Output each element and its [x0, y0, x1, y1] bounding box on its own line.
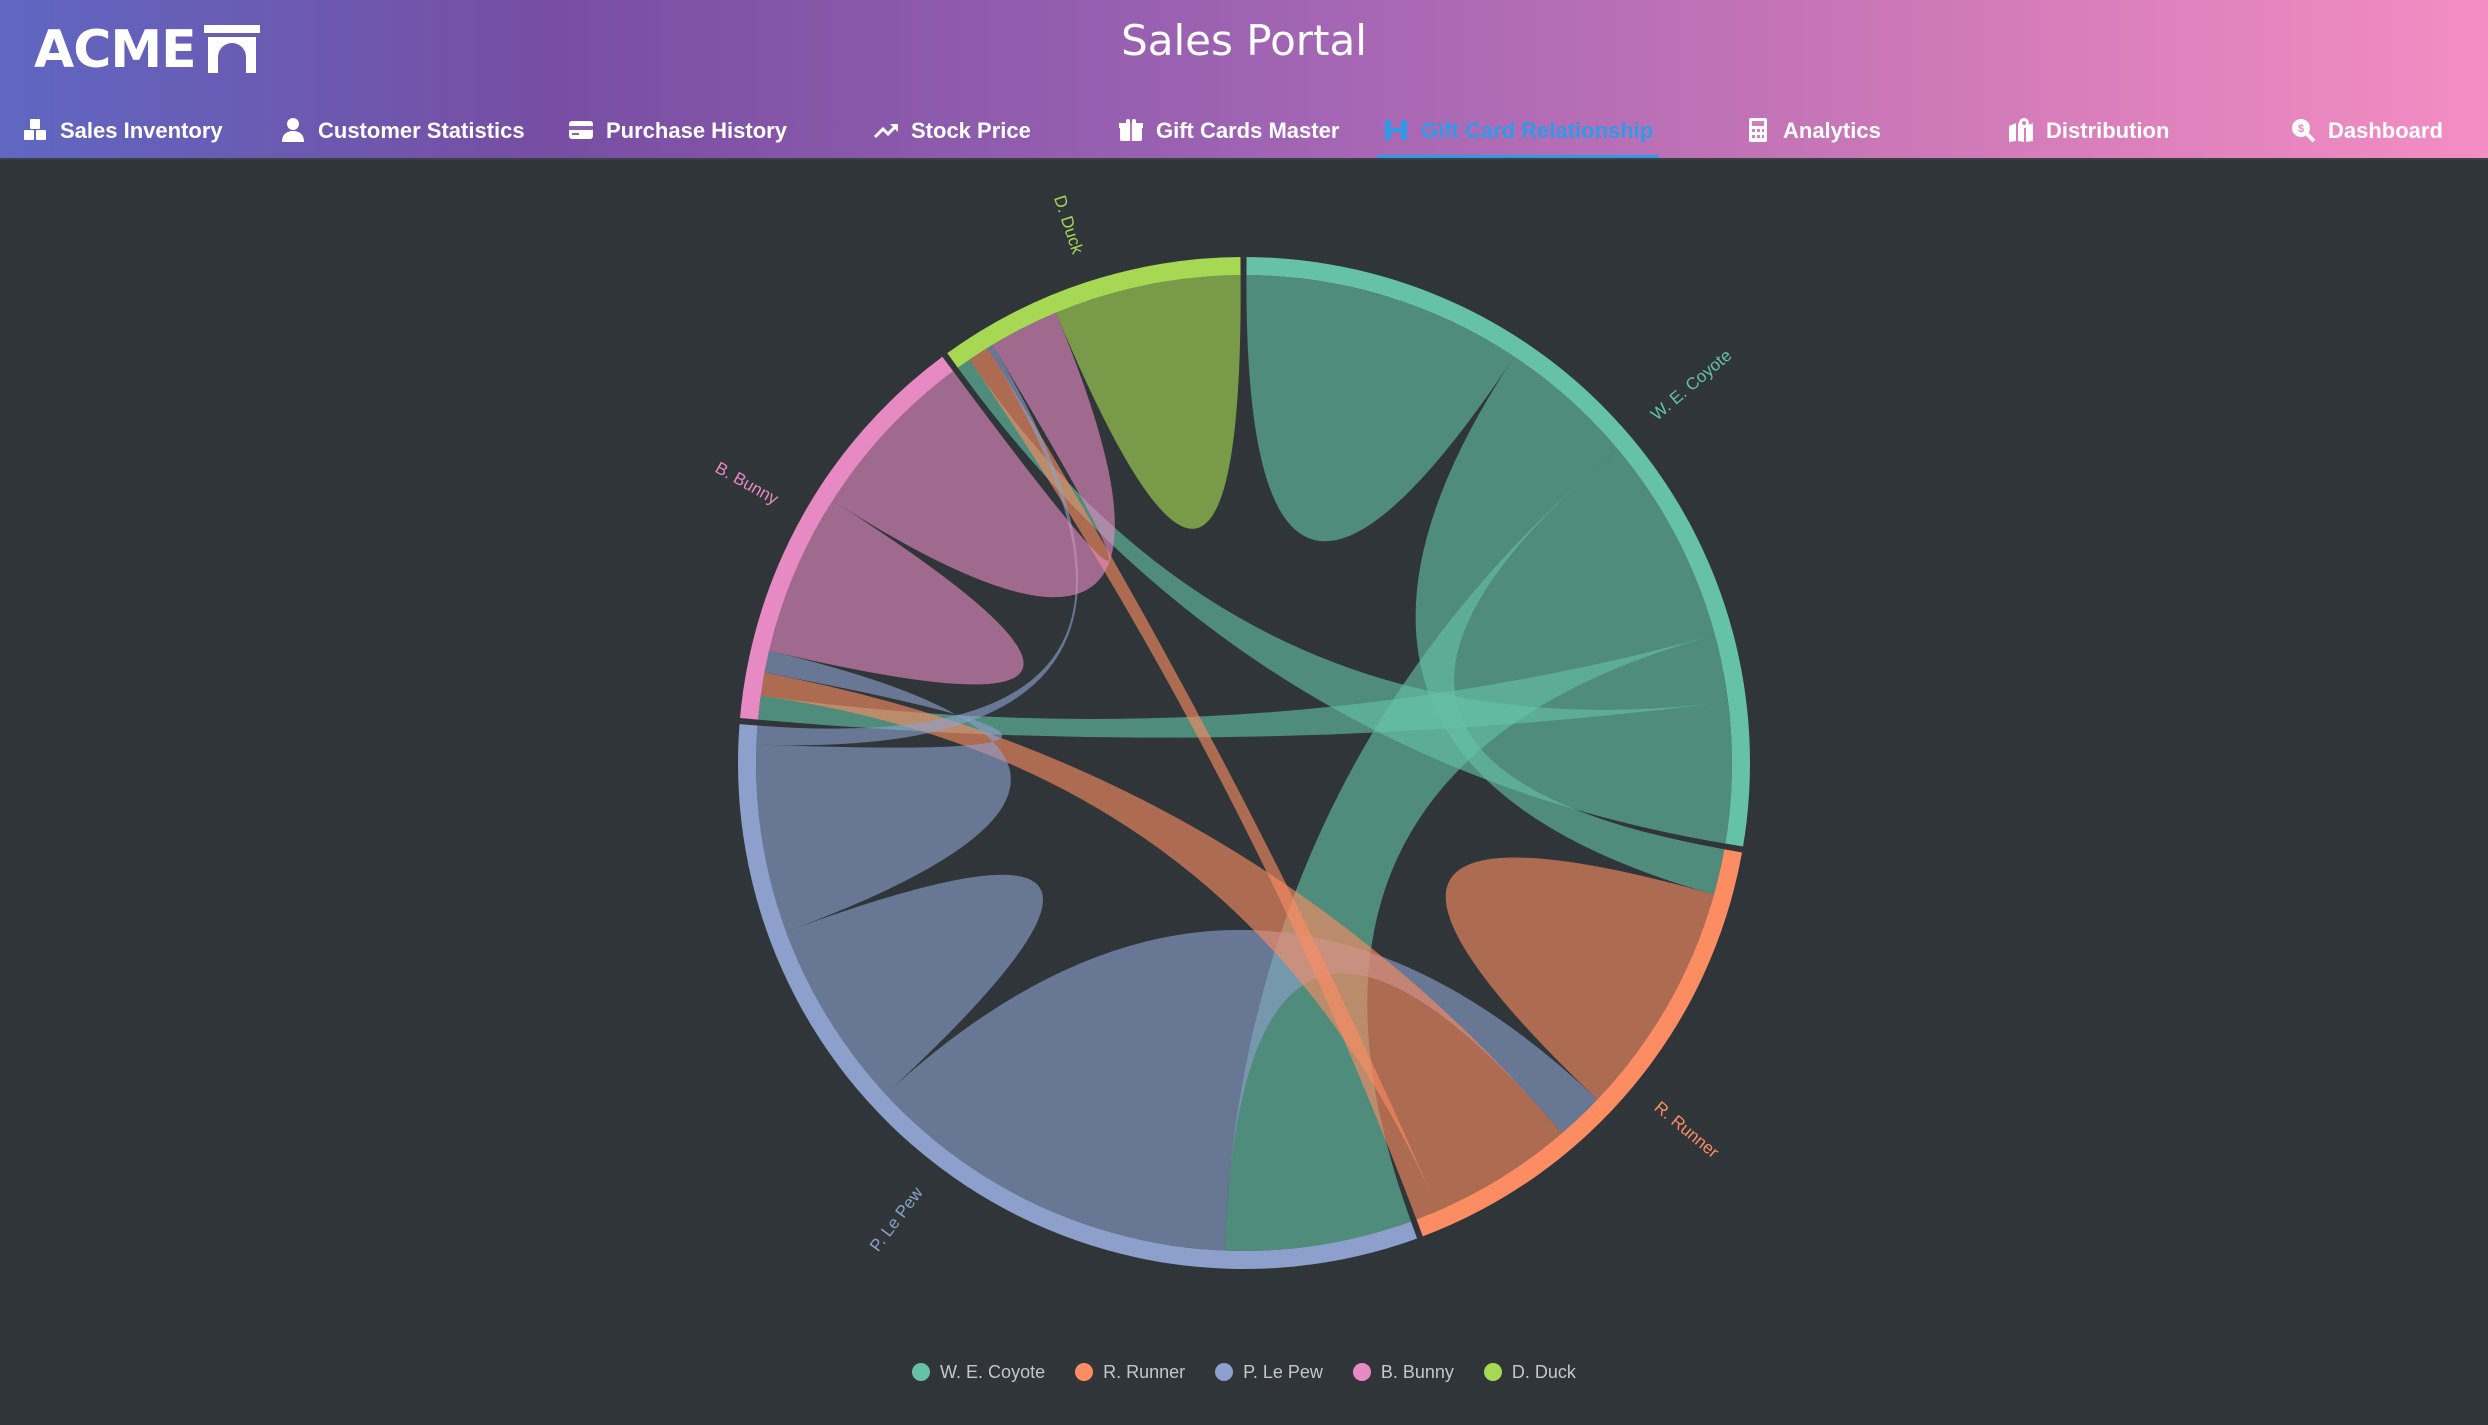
legend-item-p-le-pew[interactable]: P. Le Pew [1215, 1360, 1323, 1384]
legend-item-d-duck[interactable]: D. Duck [1483, 1360, 1576, 1384]
nav-label: Gift Card Relationship [1421, 118, 1654, 143]
ribbon-b-bunny-b-bunny[interactable] [769, 500, 1024, 685]
ribbon-r-runner-b-bunny[interactable] [760, 672, 1562, 1211]
arch-icon [203, 25, 260, 73]
nav-label: Stock Price [911, 118, 1031, 143]
calculator-icon [1749, 118, 1767, 142]
legend-label: D. Duck [1511, 1361, 1576, 1382]
chord-chart: W. E. Coyote R. Runner P. Le Pew B. Bunny D.… [712, 193, 1750, 1269]
legend-swatch [912, 1363, 931, 1381]
legend-swatch [1075, 1363, 1094, 1381]
nav-dashboard[interactable]: $ Dashboard [2290, 108, 2443, 158]
ribbon-p-le-pew-p-le-pew[interactable] [786, 874, 1043, 1095]
gift-icon [1119, 119, 1143, 141]
ribbon-b-bunny-d-duck[interactable] [832, 312, 1115, 598]
search-dollar-icon: $ [2292, 119, 2316, 143]
chord-chart-area: W. E. Coyote R. Runner P. Le Pew B. Bunny D.… [0, 160, 2488, 1425]
legend-swatch [1483, 1363, 1502, 1381]
ribbon-r-runner-d-duck[interactable] [969, 347, 1439, 1220]
ribbon-d-duck-d-duck[interactable] [1055, 275, 1241, 529]
ribbons [755, 275, 1732, 1252]
legend-label: P. Le Pew [1243, 1361, 1323, 1382]
main-nav: Sales Inventory Customer Statistics Purc… [0, 108, 2488, 158]
app-header: ACME Sales Portal Sales Inventory Custom… [0, 0, 2488, 160]
group-label-p-le-pew: P. Le Pew [866, 1183, 927, 1255]
chart-legend: W. E. Coyote R. Runner P. Le Pew B. Bunny D.… [0, 1360, 2488, 1384]
map-icon [2009, 118, 2033, 142]
group-label-w-e-coyote: W. E. Coyote [1647, 346, 1735, 424]
legend-label: B. Bunny [1380, 1361, 1454, 1382]
group-label-b-bunny: B. Bunny [712, 458, 782, 509]
ribbon-p-le-pew-b-bunny[interactable] [755, 650, 1011, 932]
nav-gift-cards-master[interactable]: Gift Cards Master [1118, 108, 1339, 158]
nav-customer-statistics[interactable]: Customer Statistics [280, 108, 525, 158]
group-label-d-duck: D. Duck [1050, 193, 1087, 257]
nav-gift-card-relationship[interactable]: Gift Card Relationship [1377, 108, 1660, 158]
legend-swatch [1215, 1363, 1234, 1381]
ribbon-w-e-coyote-d-duck[interactable] [957, 359, 1732, 844]
nav-analytics[interactable]: Analytics [1745, 108, 1881, 158]
nav-distribution[interactable]: Distribution [2008, 108, 2169, 158]
boxes-icon [24, 119, 46, 140]
page-title: Sales Portal [1121, 16, 1367, 65]
nav-label: Purchase History [606, 118, 787, 143]
group-arc-d-duck[interactable] [947, 257, 1241, 368]
ribbon-w-e-coyote-r-runner[interactable] [1415, 356, 1725, 895]
nav-label: Gift Cards Master [1156, 118, 1340, 143]
nav-stock-price[interactable]: Stock Price [873, 108, 1031, 158]
link-icon [1385, 120, 1407, 140]
nav-label: Distribution [2046, 118, 2170, 143]
acme-logo[interactable]: ACME [34, 18, 260, 82]
ribbon-r-runner-r-runner[interactable] [1445, 857, 1714, 1100]
legend-swatch [1352, 1363, 1371, 1381]
ribbon-w-e-coyote-p-le-pew[interactable] [1224, 449, 1715, 1252]
nav-label: Analytics [1783, 118, 1881, 143]
ribbon-w-e-coyote-w-e-coyote[interactable] [1246, 275, 1515, 542]
logo-text: ACME [34, 20, 197, 80]
nav-label: Customer Statistics [318, 118, 525, 143]
group-arc-p-le-pew[interactable] [738, 724, 1418, 1269]
legend-item-w-e-coyote[interactable]: W. E. Coyote [912, 1360, 1045, 1384]
group-label-r-runner: R. Runner [1651, 1098, 1723, 1162]
ribbon-r-runner-p-le-pew[interactable] [885, 929, 1598, 1251]
legend-label: W. E. Coyote [940, 1361, 1046, 1382]
trend-up-icon [873, 123, 899, 139]
user-icon [282, 118, 304, 142]
credit-card-icon [569, 121, 593, 139]
legend-label: R. Runner [1103, 1361, 1186, 1382]
nav-sales-inventory[interactable]: Sales Inventory [22, 108, 223, 158]
nav-label: Dashboard [2328, 118, 2443, 143]
nav-purchase-history[interactable]: Purchase History [568, 108, 787, 158]
legend-item-b-bunny[interactable]: B. Bunny [1352, 1360, 1454, 1384]
group-arc-b-bunny[interactable] [740, 356, 954, 720]
nav-label: Sales Inventory [60, 118, 223, 143]
svg-text:$: $ [2298, 123, 2304, 135]
legend-item-r-runner[interactable]: R. Runner [1075, 1360, 1185, 1384]
